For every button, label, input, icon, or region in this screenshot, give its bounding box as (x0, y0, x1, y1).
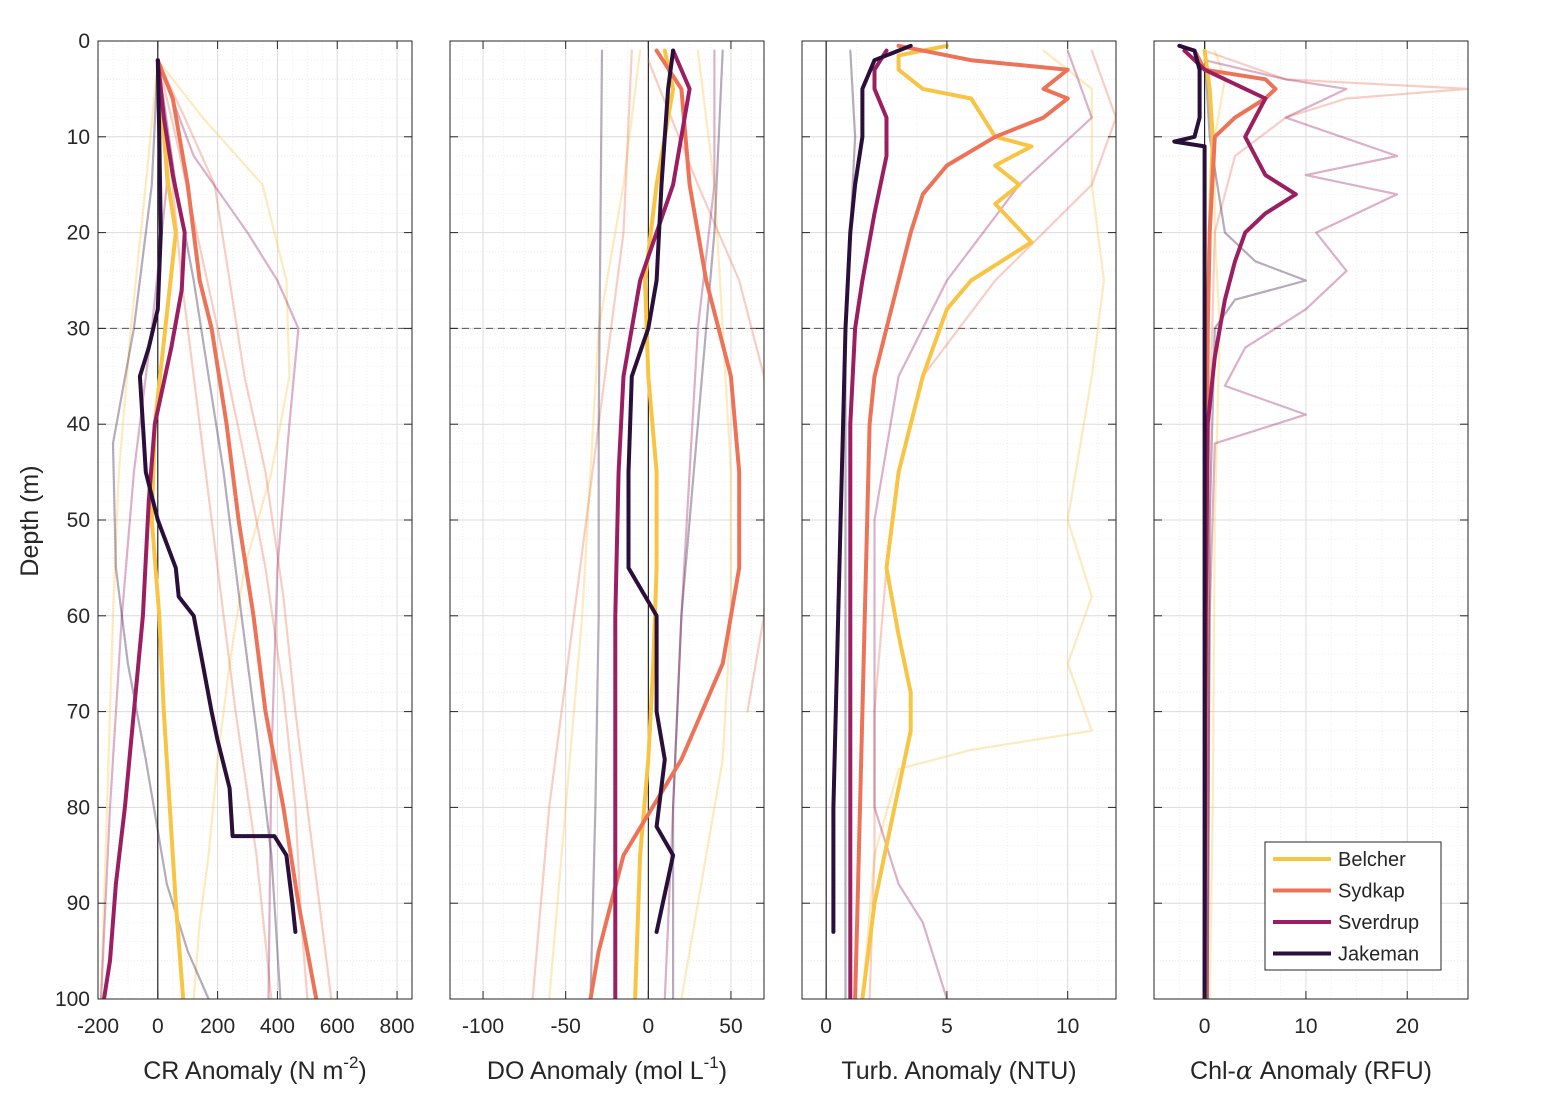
x-tick-label: 5 (941, 1015, 953, 1038)
x-tick-label: 0 (1199, 1015, 1211, 1038)
y-tick-label: 70 (67, 701, 90, 724)
series-line-sverdrup-profile (156, 59, 300, 999)
series-line-belcher-mean (860, 43, 1034, 999)
series-line-sverdrup-mean (848, 48, 889, 999)
series-line-sverdrup-profile (663, 49, 716, 999)
x-tick-label: 20 (1396, 1015, 1419, 1038)
x-tick-label: 50 (719, 1015, 742, 1038)
x-axis-label-superscript: -2 (343, 1053, 358, 1072)
x-tick-label: -100 (462, 1015, 504, 1038)
series-line-jakeman-profile (844, 49, 857, 999)
series-line-sverdrup-mean (1182, 48, 1298, 999)
panel-3: 0 5 10 Turb. Anomaly (NTU) (801, 40, 1117, 1085)
series-line-belcher-profile (1208, 49, 1227, 999)
y-tick-label: 90 (67, 892, 90, 915)
y-tick-label: 0 (78, 30, 90, 53)
legend-label-sydkap: Sydkap (1338, 881, 1405, 903)
y-tick-label: 20 (67, 222, 90, 245)
x-tick-label: -200 (77, 1015, 119, 1038)
x-axis-label-superscript: -1 (704, 1053, 719, 1072)
series-line-belcher-profile (156, 59, 291, 999)
series-line-jakeman-mean (831, 43, 913, 934)
x-tick-label: -50 (551, 1015, 581, 1038)
series-group (531, 48, 764, 999)
series-line-sverdrup-profile (1203, 59, 1399, 999)
y-tick-label: 80 (67, 796, 90, 819)
major-grid (1154, 41, 1468, 999)
legend-label-sverdrup: Sverdrup (1338, 912, 1419, 934)
x-axis-label-main: CR Anomaly (N m (143, 1057, 343, 1085)
x-axis-label-main: DO Anomaly (mol L (487, 1057, 704, 1085)
series-line-sydkap-profile (156, 59, 333, 999)
series-line-sverdrup-mean (613, 48, 692, 999)
panel-4: 0 10 20 Chl-α Anomaly (RFU) (1153, 40, 1469, 1085)
series-line-jakeman-mean (1172, 43, 1207, 999)
series-group (831, 43, 1116, 999)
depth-axis-label: Depth (m) (16, 465, 44, 576)
x-axis-label: CR Anomaly (N m-2) (143, 1053, 367, 1085)
panel-1: -200 0 200 400 600 800 0 10 20 30 40 50 60 70 80 90 100 C… (55, 30, 415, 1085)
x-axis-label: Chl-α Anomaly (RFU) (1190, 1056, 1432, 1085)
x-axis-label-tail: ) (719, 1057, 727, 1085)
x-tick-label: 10 (1056, 1015, 1079, 1038)
series-group (99, 58, 333, 999)
series-line-sydkap-mean (853, 43, 1070, 999)
series-line-sydkap-mean (155, 58, 319, 999)
legend-box (1264, 841, 1442, 971)
x-axis-label: Turb. Anomaly (NTU) (841, 1057, 1076, 1085)
series-line-belcher-mean (149, 58, 186, 999)
x-axis-label-tail: ) (358, 1057, 366, 1085)
series-line-sverdrup-profile (873, 49, 1093, 999)
y-tick-label: 10 (67, 126, 90, 149)
x-tick-label: 0 (642, 1015, 654, 1038)
series-line-jakeman-mean (137, 58, 298, 934)
series-line-belcher-profile (861, 49, 1106, 999)
x-axis-label: DO Anomaly (mol L-1) (487, 1053, 727, 1085)
series-line-sydkap-mean (588, 48, 742, 999)
y-tick-label: 40 (67, 413, 90, 436)
legend: Belcher Sydkap Sverdrup Jakeman (1264, 841, 1442, 971)
x-tick-label: 600 (320, 1015, 355, 1038)
series-line-jakeman-profile (671, 49, 724, 999)
x-axis-label-main: Chl- (1190, 1057, 1236, 1085)
y-tick-label: 50 (67, 509, 90, 532)
legend-label-belcher: Belcher (1338, 849, 1406, 871)
y-tick-label: 100 (55, 988, 90, 1011)
series-group (1172, 43, 1468, 999)
x-axis-label-main: Turb. Anomaly (NTU) (841, 1057, 1076, 1085)
series-line-sydkap-profile (1203, 49, 1468, 999)
series-line-sydkap-profile (531, 49, 633, 999)
x-tick-label: 0 (152, 1015, 164, 1038)
x-tick-label: 400 (260, 1015, 295, 1038)
series-line-sverdrup-mean (102, 58, 187, 999)
y-tick-label: 60 (67, 605, 90, 628)
x-tick-label: 10 (1294, 1015, 1317, 1038)
x-tick-label: 0 (820, 1015, 832, 1038)
series-line-belcher-profile (548, 49, 642, 999)
x-axis-label-tail: Anomaly (RFU) (1253, 1057, 1432, 1085)
series-line-belcher-profile (680, 49, 733, 999)
series-line-jakeman-profile (589, 49, 604, 999)
series-line-jakeman-mean (626, 48, 676, 934)
x-tick-label: 200 (200, 1015, 235, 1038)
x-axis-label-greek: α (1236, 1056, 1253, 1085)
y-tick-label: 30 (67, 317, 90, 340)
panel-2: -100 -50 0 50 DO Anomaly (mol L-1) (449, 40, 765, 1085)
series-line-sydkap-profile (647, 59, 764, 713)
x-tick-label: 800 (380, 1015, 415, 1038)
series-line-belcher-profile (99, 59, 159, 999)
legend-label-jakeman: Jakeman (1338, 944, 1419, 966)
